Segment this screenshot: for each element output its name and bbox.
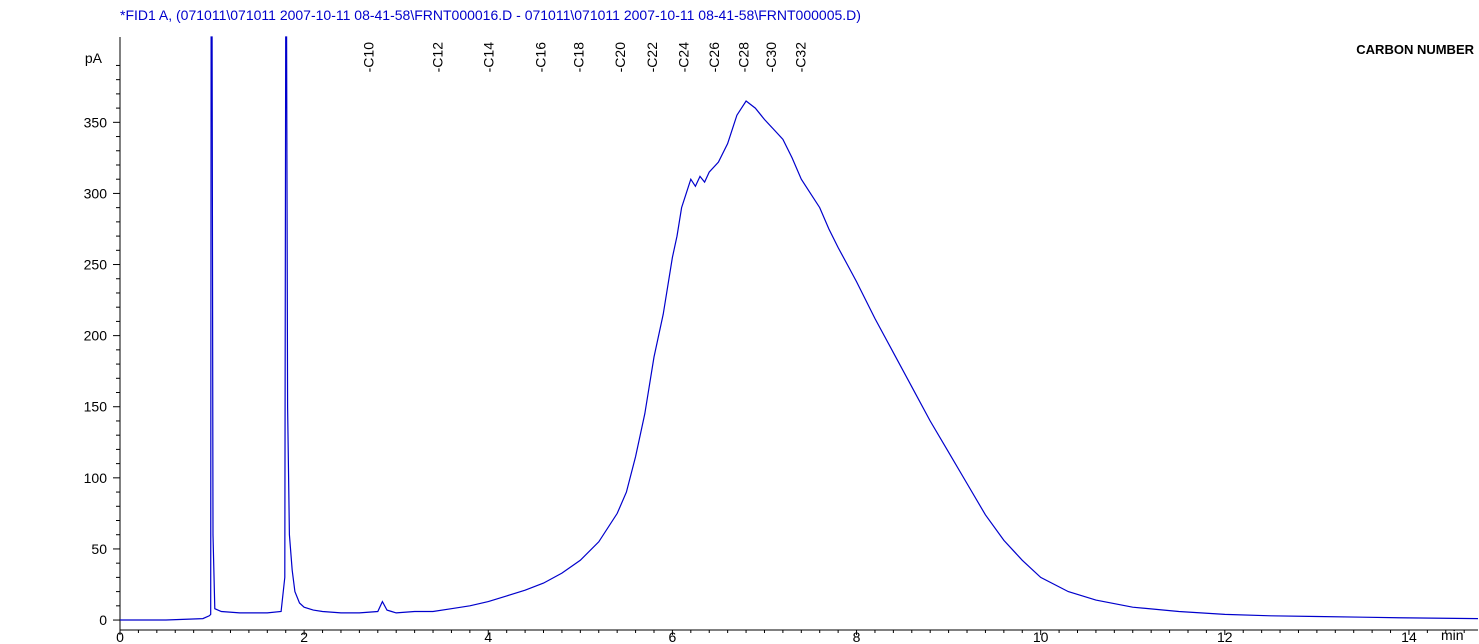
- y-tick-label: 300: [84, 185, 108, 201]
- carbon-marker-label: -C20: [612, 42, 628, 73]
- x-tick-label: 8: [853, 629, 861, 644]
- y-tick-label: 200: [84, 328, 108, 344]
- x-tick-label: 10: [1033, 629, 1049, 644]
- carbon-marker-label: -C32: [792, 42, 808, 73]
- y-tick-label: 250: [84, 257, 108, 273]
- carbon-marker-label: -C22: [644, 42, 660, 73]
- carbon-marker-label: -C28: [735, 42, 751, 73]
- x-tick-label: 4: [484, 629, 492, 644]
- y-tick-label: 50: [91, 541, 107, 557]
- carbon-marker-label: -C30: [763, 42, 779, 73]
- x-axis: 0 2 4 6 8 10 12 14: [116, 629, 1465, 644]
- fid-signal-line: [120, 36, 1479, 621]
- y-axis-unit-label: pA: [85, 50, 103, 66]
- carbon-marker-label: -C10: [361, 42, 377, 73]
- carbon-marker-label: -C12: [430, 42, 446, 73]
- y-tick-label: 350: [84, 114, 108, 130]
- plot-frame: [119, 37, 1478, 631]
- y-tick-label: 150: [84, 399, 108, 415]
- carbon-marker-label: -C24: [675, 42, 691, 73]
- x-tick-label: 14: [1401, 629, 1417, 644]
- series-group: [120, 36, 1479, 621]
- y-axis: 0 50 100 150 200 250 300 350: [84, 64, 120, 628]
- carbon-marker-label: -C18: [570, 42, 586, 73]
- x-tick-label: 6: [669, 629, 677, 644]
- chart-title: *FID1 A, (071011\071011 2007-10-11 08-41…: [120, 7, 861, 23]
- x-tick-label: 0: [116, 629, 124, 644]
- carbon-markers: -C10 -C12 -C14 -C16 -C18 -C20 -C22 -C24 -C26 -C28…: [361, 42, 809, 73]
- x-tick-label: 12: [1217, 629, 1233, 644]
- y-tick-label: 0: [99, 612, 107, 628]
- x-tick-label: 2: [300, 629, 308, 644]
- carbon-marker-label: -C26: [706, 42, 722, 73]
- x-axis-unit-label: min: [1441, 627, 1464, 643]
- y-tick-label: 100: [84, 470, 108, 486]
- carbon-number-label: CARBON NUMBER: [1356, 42, 1474, 57]
- carbon-marker-label: -C14: [480, 42, 496, 73]
- carbon-marker-label: -C16: [533, 42, 549, 73]
